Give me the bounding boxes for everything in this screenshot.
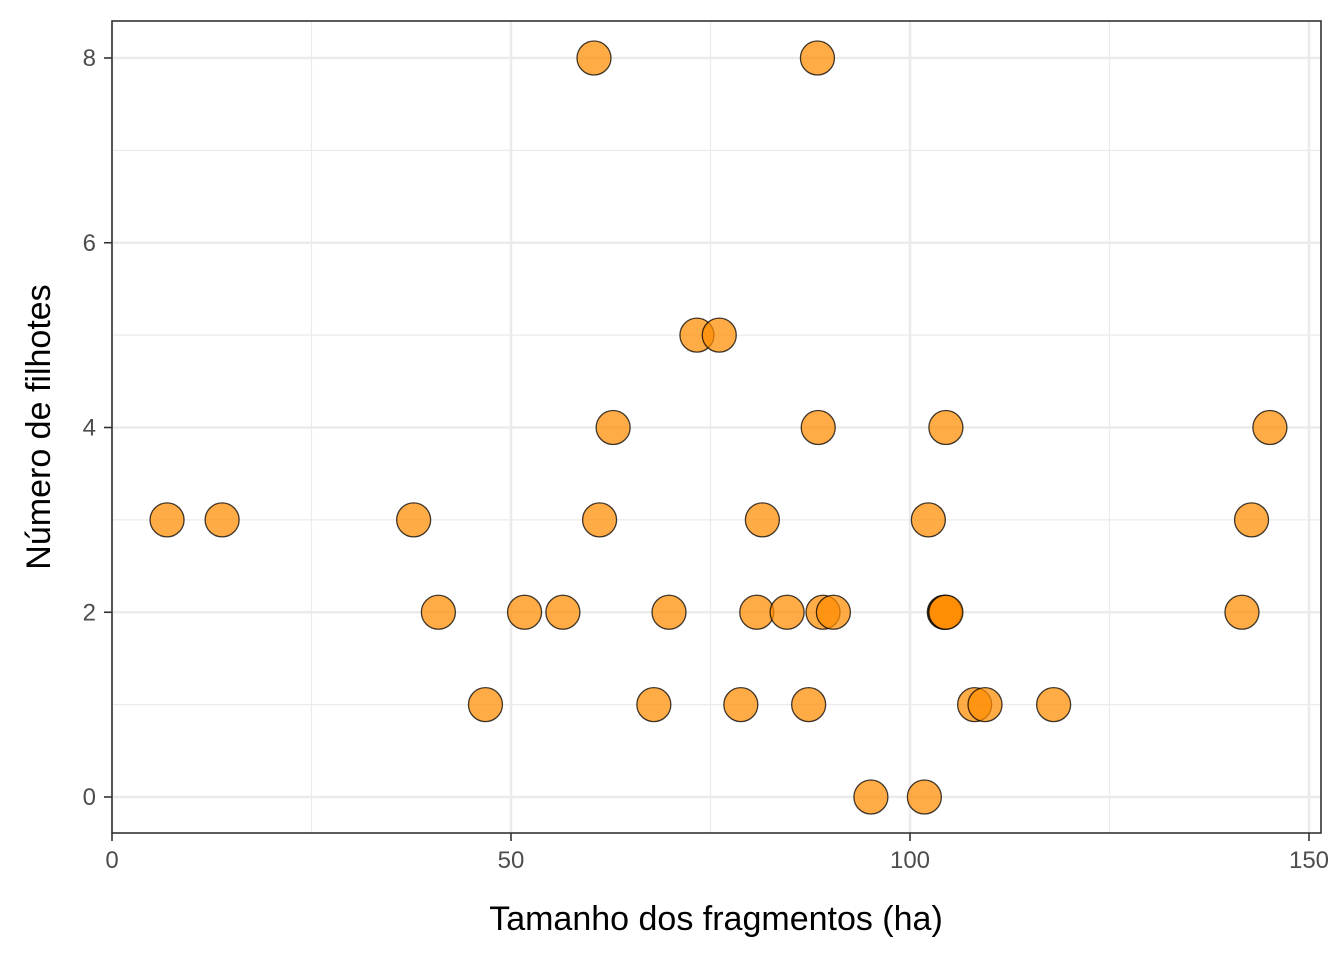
x-tick-label: 100 [890,847,930,874]
data-point [739,594,775,630]
data-point [420,594,457,630]
y-tick-label: 4 [83,415,96,442]
data-point [595,409,631,446]
data-point [723,686,759,723]
data-point [906,779,943,815]
data-point [799,40,836,76]
y-axis-ticks: 0 2 4 6 8 [83,45,112,811]
data-point [1233,502,1270,538]
data-point [467,686,504,723]
data-point [928,594,964,630]
y-tick-label: 2 [83,599,96,626]
data-point [576,40,612,76]
data-point [1035,686,1072,723]
data-point [1252,409,1288,446]
data-point [651,594,687,630]
data-point [853,779,889,815]
data-point [800,409,836,446]
data-point [701,317,737,353]
data-point [204,502,240,538]
data-point [910,502,947,538]
y-axis-title: Número de filhotes [20,284,58,569]
data-point [791,686,827,723]
y-tick-label: 6 [83,230,96,257]
data-point [636,686,672,723]
data-point [815,594,852,630]
x-axis-title: Tamanho dos fragmentos (ha) [489,900,943,938]
x-axis-ticks: 0 50 100 150 [105,833,1329,874]
data-point [149,502,185,538]
data-point [769,594,805,630]
data-points [149,40,1288,815]
data-point [581,502,618,538]
x-tick-label: 50 [498,847,525,874]
x-tick-label: 0 [105,847,118,874]
data-point [506,594,543,630]
data-point [928,409,964,446]
x-tick-label: 150 [1289,847,1329,874]
data-point [395,502,432,538]
data-point [1224,594,1260,630]
data-point [545,594,581,630]
y-tick-label: 8 [83,45,96,72]
data-point [967,686,1003,723]
y-tick-label: 0 [83,784,96,811]
data-point [744,502,781,538]
